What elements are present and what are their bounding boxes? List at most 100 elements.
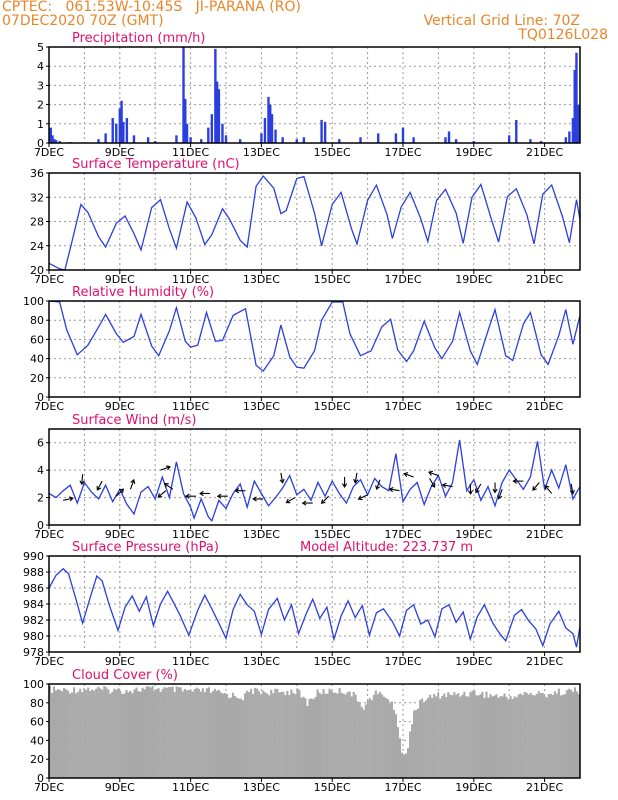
y-tick-label: 986 bbox=[23, 582, 44, 595]
x-tick-label: 15DEC bbox=[314, 655, 351, 668]
cloud-bar bbox=[324, 693, 327, 778]
wind-arrow bbox=[252, 496, 264, 502]
x-tick-label: 15DEC bbox=[314, 781, 351, 794]
cloud-bar bbox=[99, 688, 102, 778]
precip-bar bbox=[58, 141, 61, 143]
cloud-bar bbox=[475, 695, 478, 778]
cloud-bar bbox=[127, 692, 130, 778]
precip-bar bbox=[221, 123, 224, 143]
cloud-bar bbox=[485, 691, 488, 778]
cloud-bar bbox=[334, 692, 337, 778]
y-tick-label: 20 bbox=[30, 264, 44, 277]
cloud-bar bbox=[509, 696, 512, 778]
y-tick-label: 3 bbox=[37, 79, 44, 92]
wind-arrow-head bbox=[79, 480, 85, 486]
x-tick-label: 17DEC bbox=[384, 781, 421, 794]
x-tick-label: 7DEC bbox=[34, 655, 64, 668]
x-tick-label: 13DEC bbox=[243, 146, 280, 159]
cloud-bar bbox=[300, 697, 303, 778]
y-tick-label: 0 bbox=[37, 391, 44, 404]
wind-arrow bbox=[475, 483, 482, 494]
cloud-bar bbox=[477, 695, 480, 778]
precip-bar bbox=[564, 137, 568, 143]
precip-bar bbox=[320, 119, 323, 143]
wind-arrow-head bbox=[512, 478, 518, 484]
wind-arrow-shaft bbox=[164, 483, 174, 490]
cloud-bar bbox=[111, 691, 114, 778]
y-tick-label: 40 bbox=[30, 353, 44, 366]
cloud-bar bbox=[171, 686, 174, 778]
x-tick-label: 15DEC bbox=[314, 146, 351, 159]
x-tick-label: 11DEC bbox=[172, 528, 209, 541]
precip-bar bbox=[568, 131, 571, 143]
cloud-bar bbox=[441, 696, 444, 778]
cloud-bar bbox=[322, 689, 325, 778]
cloud-bar bbox=[563, 694, 566, 778]
wind-arrow-shaft bbox=[404, 473, 414, 478]
relative-humidity-panel: 0 20 40 60 80 100 7DEC 9DEC 11DEC 13DEC 15DEC 17DEC… bbox=[23, 285, 581, 413]
cloud-bar bbox=[169, 687, 172, 778]
wind-arrow-shaft bbox=[389, 488, 400, 492]
precip-bar bbox=[154, 141, 157, 143]
wind-arrow bbox=[279, 472, 285, 484]
x-tick-label: 17DEC bbox=[384, 273, 421, 286]
cloud-bar bbox=[280, 691, 283, 778]
wind-arrow-shaft bbox=[81, 474, 84, 485]
header-grid-line-note: Vertical Grid Line: 70Z bbox=[423, 13, 580, 29]
cloud-bar bbox=[423, 702, 426, 778]
cloud-bar bbox=[360, 707, 363, 778]
cloud-bar bbox=[229, 697, 233, 778]
cloud-bar bbox=[103, 685, 106, 778]
cloud-bar bbox=[398, 738, 402, 778]
precip-bar bbox=[270, 114, 274, 143]
y-tick-label: 0 bbox=[37, 519, 44, 532]
wind-arrow-head bbox=[199, 490, 204, 497]
x-tick-label: 13DEC bbox=[243, 400, 280, 413]
cloud-bar bbox=[503, 693, 506, 778]
wind-arrow-head bbox=[544, 485, 550, 490]
cloud-bar bbox=[115, 689, 118, 778]
cloud-bar bbox=[61, 691, 64, 778]
cloud-bar bbox=[308, 699, 311, 778]
y-tick-label: 20 bbox=[30, 372, 44, 385]
cloud-bar bbox=[338, 687, 341, 778]
wind-arrow bbox=[403, 472, 414, 478]
cloud-bar bbox=[376, 694, 379, 778]
wind-arrow-head bbox=[157, 493, 163, 498]
cloud-bar bbox=[547, 693, 550, 778]
wind-arrow-head bbox=[375, 485, 381, 491]
cloud-bar bbox=[439, 698, 442, 778]
precip-bar bbox=[54, 140, 58, 143]
cloud-bar bbox=[463, 691, 466, 778]
wind-arrow-shaft bbox=[96, 480, 103, 491]
cloud-bar bbox=[256, 688, 259, 778]
x-tick-label: 11DEC bbox=[172, 781, 209, 794]
wind-arrow bbox=[199, 490, 211, 497]
cloud-bar bbox=[384, 698, 387, 778]
precip-bar bbox=[508, 135, 511, 143]
x-tick-label: 15DEC bbox=[314, 528, 351, 541]
precip-bar bbox=[175, 135, 178, 143]
x-tick-label: 21DEC bbox=[526, 400, 563, 413]
cloud-bar bbox=[149, 687, 152, 778]
cloud-bar bbox=[83, 688, 86, 778]
cloud-bar bbox=[336, 693, 339, 778]
cloud-bar bbox=[81, 692, 84, 778]
wind-arrow bbox=[467, 483, 474, 495]
cloud-bar bbox=[181, 691, 184, 778]
precipitation-frame bbox=[48, 46, 581, 144]
wind-arrow-head bbox=[492, 488, 498, 494]
cloud-bar bbox=[483, 697, 486, 778]
surface-temperature-line bbox=[48, 174, 581, 271]
cloud-bar bbox=[302, 696, 305, 778]
y-tick-label: 980 bbox=[23, 630, 44, 643]
precip-bar bbox=[573, 70, 576, 143]
cloud-bar bbox=[453, 691, 456, 778]
wind-arrow-head bbox=[341, 483, 348, 489]
wind-arrow bbox=[234, 488, 246, 494]
wind-arrow bbox=[388, 486, 400, 493]
cloud-bar bbox=[425, 700, 428, 778]
x-tick-label: 13DEC bbox=[243, 781, 280, 794]
wind-arrow-head bbox=[467, 490, 474, 495]
cloud-bar bbox=[85, 689, 88, 778]
